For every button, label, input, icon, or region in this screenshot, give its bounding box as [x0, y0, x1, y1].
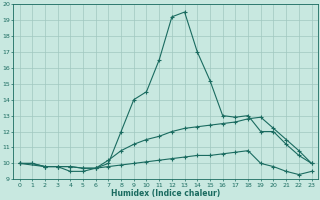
- X-axis label: Humidex (Indice chaleur): Humidex (Indice chaleur): [111, 189, 220, 198]
